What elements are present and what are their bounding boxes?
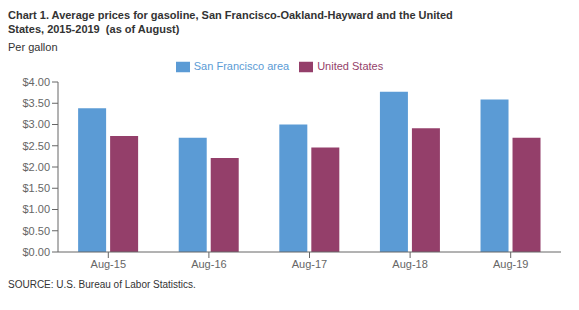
html-text:SOURCE: U.S. Bureau of Labor S: SOURCE: U.S. Bureau of Labor Statistics. [8, 279, 196, 290]
svg-text:Aug-15: Aug-15 [91, 258, 126, 270]
svg-text:$3.00: $3.00 [22, 118, 50, 130]
svg-text:$1.50: $1.50 [22, 182, 50, 194]
svg-text:Aug-18: Aug-18 [392, 258, 427, 270]
svg-text:Aug-17: Aug-17 [292, 258, 327, 270]
html-text:Per gallon: Per gallon [8, 41, 58, 53]
svg-text:$3.50: $3.50 [22, 97, 50, 109]
svg-text:Aug-19: Aug-19 [493, 258, 528, 270]
svg-text:$0.00: $0.00 [22, 246, 50, 258]
svg-text:Aug-16: Aug-16 [191, 258, 226, 270]
html-text:States, 2015-2019 (as of Augus: States, 2015-2019 (as of August) [8, 23, 180, 35]
svg-text:$2.00: $2.00 [22, 161, 50, 173]
html-text:Chart 1. Average prices for ga: Chart 1. Average prices for gasoline, Sa… [8, 9, 453, 21]
svg-text:$2.50: $2.50 [22, 140, 50, 152]
html-text:United States: United States [317, 60, 384, 72]
svg-text:$0.50: $0.50 [22, 225, 50, 237]
svg-text:$1.00: $1.00 [22, 203, 50, 215]
html-text:San Francisco area: San Francisco area [193, 60, 290, 72]
svg-text:$4.00: $4.00 [22, 76, 50, 88]
